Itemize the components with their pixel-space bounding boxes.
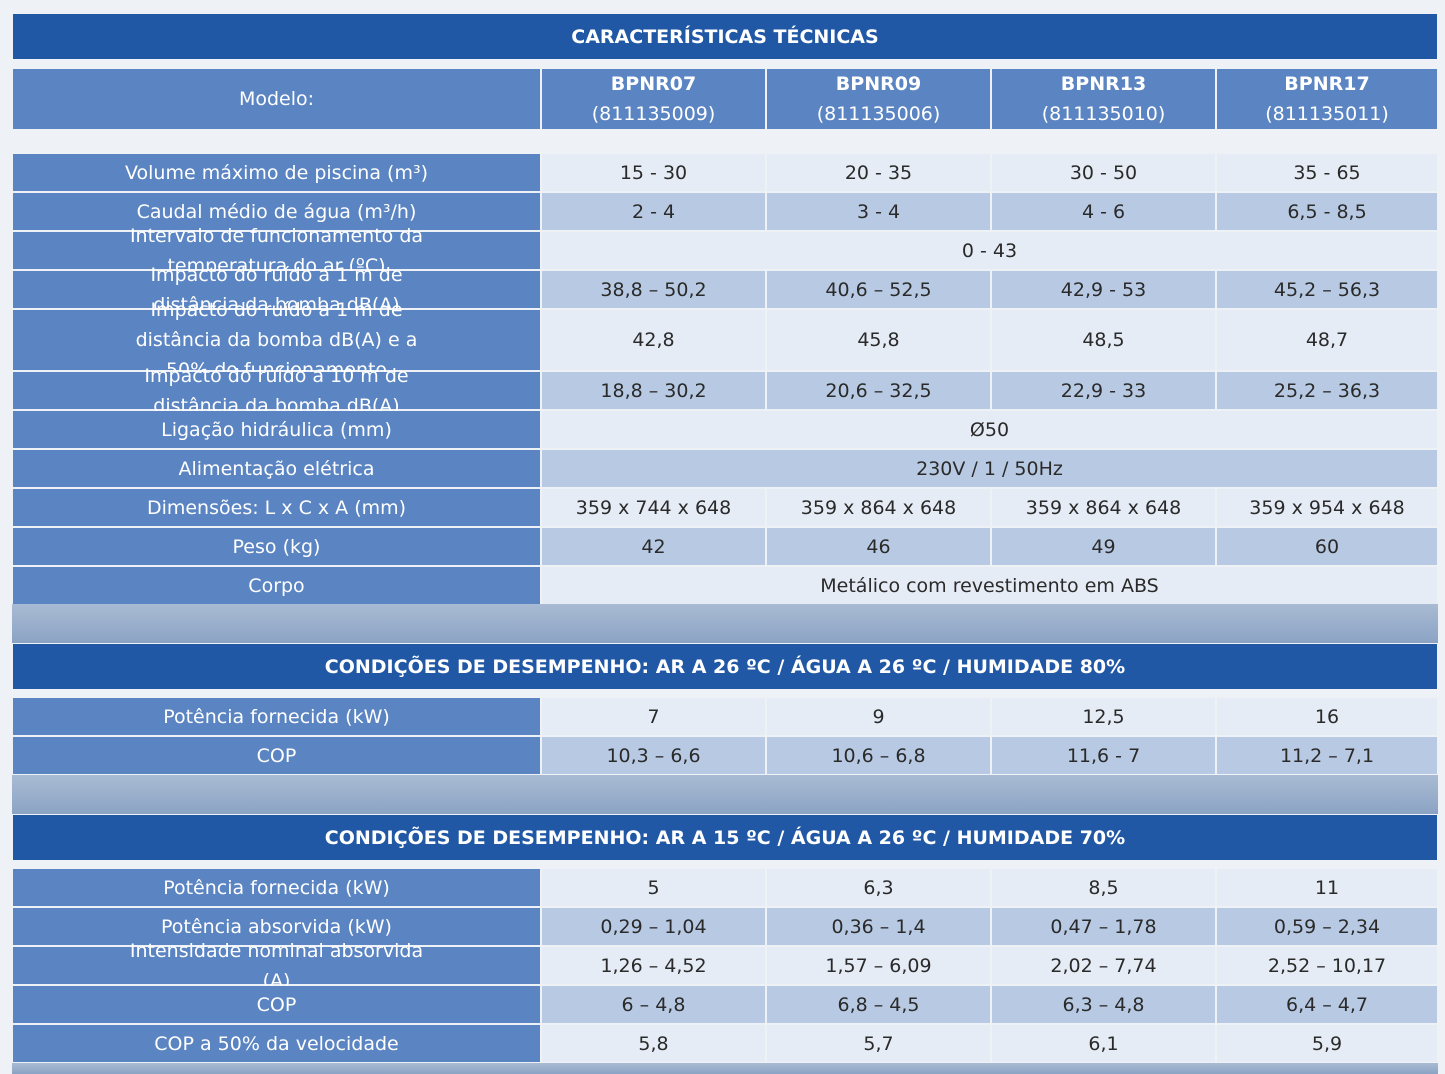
value-cell: 359 x 864 x 648 (992, 489, 1215, 526)
value-cell: 0,47 – 1,78 (992, 908, 1215, 945)
model-code: (811135011) (1265, 103, 1389, 125)
value-cell: 359 x 744 x 648 (542, 489, 765, 526)
value-cell: 6,3 (767, 869, 990, 906)
row-label: Ligação hidráulica (mm) (13, 411, 540, 448)
value-cell: 359 x 864 x 648 (767, 489, 990, 526)
value-cell: 42,9 - 53 (992, 271, 1215, 308)
value-cell: 2,02 – 7,74 (992, 947, 1215, 984)
header-label: Modelo: (13, 69, 540, 129)
value-cell: 42,8 (542, 310, 765, 370)
value-cell: 20 - 35 (767, 154, 990, 191)
value-cell: Ø50 (542, 411, 1437, 448)
value-cell: 6 – 4,8 (542, 986, 765, 1023)
model-name: BPNR17 (1284, 73, 1370, 95)
value-cell: 12,5 (992, 698, 1215, 735)
value-cell: 45,8 (767, 310, 990, 370)
value-cell: 30 - 50 (992, 154, 1215, 191)
model-header: BPNR17 (811135011) (1217, 69, 1437, 129)
value-cell: 18,8 – 30,2 (542, 372, 765, 409)
value-cell: 6,8 – 4,5 (767, 986, 990, 1023)
value-cell: 10,6 – 6,8 (767, 737, 990, 774)
row-label: Impacto do ruído a 1 m de distância da b… (13, 299, 540, 381)
model-name: BPNR09 (835, 73, 922, 95)
value-cell: 48,5 (992, 310, 1215, 370)
value-cell: 5,8 (542, 1025, 765, 1062)
model-header: BPNR07 (811135009) (542, 69, 765, 129)
value-cell: 359 x 954 x 648 (1217, 489, 1437, 526)
value-cell: 0,59 – 2,34 (1217, 908, 1437, 945)
value-cell: 6,5 - 8,5 (1217, 193, 1437, 230)
table-title: CARACTERÍSTICAS TÉCNICAS (13, 14, 1437, 59)
value-cell: 40,6 – 52,5 (767, 271, 990, 308)
row-label: Intervalo de funcionamento da temperatur… (13, 225, 540, 277)
model-name: BPNR13 (1060, 73, 1147, 95)
model-header: BPNR09 (811135006) (767, 69, 990, 129)
value-cell: 38,8 – 50,2 (542, 271, 765, 308)
row-label: Caudal médio de água (m³/h) (13, 193, 540, 230)
value-cell: 0 - 43 (542, 232, 1437, 269)
separator (12, 604, 1438, 643)
value-cell: 5 (542, 869, 765, 906)
value-cell: 2 - 4 (542, 193, 765, 230)
value-cell: 5,9 (1217, 1025, 1437, 1062)
value-cell: 10,3 – 6,6 (542, 737, 765, 774)
row-label: Dimensões: L x C x A (mm) (13, 489, 540, 526)
value-cell: 3 - 4 (767, 193, 990, 230)
model-code: (811135006) (816, 103, 941, 125)
value-cell: 7 (542, 698, 765, 735)
section-title: CONDIÇÕES DE DESEMPENHO: AR A 26 ºC / ÁG… (13, 644, 1437, 689)
value-cell: 11,6 - 7 (992, 737, 1215, 774)
value-cell: 9 (767, 698, 990, 735)
value-cell: 45,2 – 56,3 (1217, 271, 1437, 308)
row-label: Potência fornecida (kW) (13, 698, 540, 735)
model-code: (811135009) (591, 103, 716, 125)
value-cell: 16 (1217, 698, 1437, 735)
value-cell: 1,57 – 6,09 (767, 947, 990, 984)
value-cell: 60 (1217, 528, 1437, 565)
value-cell: 1,26 – 4,52 (542, 947, 765, 984)
value-cell: Metálico com revestimento em ABS (542, 567, 1437, 604)
value-cell: 49 (992, 528, 1215, 565)
row-label: Intensidade nominal absorvida (A) (13, 940, 540, 992)
value-cell: 42 (542, 528, 765, 565)
value-cell: 15 - 30 (542, 154, 765, 191)
row-label: COP (13, 737, 540, 774)
value-cell: 25,2 – 36,3 (1217, 372, 1437, 409)
model-code: (811135010) (1041, 103, 1166, 125)
value-cell: 48,7 (1217, 310, 1437, 370)
value-cell: 4 - 6 (992, 193, 1215, 230)
model-name: BPNR07 (610, 73, 697, 95)
value-cell: 2,52 – 10,17 (1217, 947, 1437, 984)
value-cell: 46 (767, 528, 990, 565)
section-title: CONDIÇÕES DE DESEMPENHO: AR A 15 ºC / ÁG… (13, 815, 1437, 860)
value-cell: 8,5 (992, 869, 1215, 906)
value-cell: 6,4 – 4,7 (1217, 986, 1437, 1023)
separator (12, 1063, 1438, 1074)
row-label: COP (13, 986, 540, 1023)
row-label: Alimentação elétrica (13, 450, 540, 487)
value-cell: 11 (1217, 869, 1437, 906)
value-cell: 22,9 - 33 (992, 372, 1215, 409)
row-label: Corpo (13, 567, 540, 604)
row-label: Potência absorvida (kW) (13, 908, 540, 945)
row-label: Potência fornecida (kW) (13, 869, 540, 906)
value-cell: 20,6 – 32,5 (767, 372, 990, 409)
row-label: Peso (kg) (13, 528, 540, 565)
value-cell: 0,29 – 1,04 (542, 908, 765, 945)
row-label: COP a 50% da velocidade (13, 1025, 540, 1062)
value-cell: 0,36 – 1,4 (767, 908, 990, 945)
value-cell: 5,7 (767, 1025, 990, 1062)
model-header: BPNR13 (811135010) (992, 69, 1215, 129)
separator (12, 775, 1438, 814)
value-cell: 230V / 1 / 50Hz (542, 450, 1437, 487)
value-cell: 11,2 – 7,1 (1217, 737, 1437, 774)
value-cell: 35 - 65 (1217, 154, 1437, 191)
row-label: Volume máximo de piscina (m³) (13, 154, 540, 191)
value-cell: 6,1 (992, 1025, 1215, 1062)
row-label: Impacto do ruído a 10 m de distância da … (13, 365, 540, 417)
value-cell: 6,3 – 4,8 (992, 986, 1215, 1023)
row-label: Impacto do ruído a 1 m de distância da b… (13, 264, 540, 316)
